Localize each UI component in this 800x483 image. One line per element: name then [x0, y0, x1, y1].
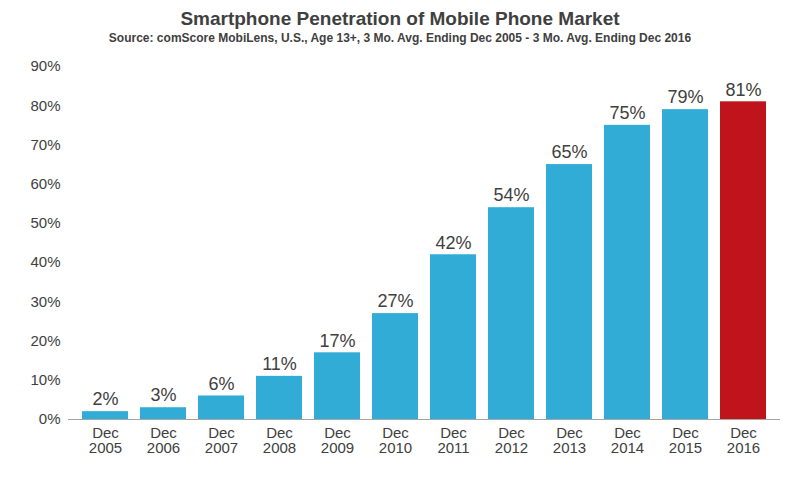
svg-text:42%: 42%: [435, 233, 471, 253]
html-text:Source: comScore MobiLens, U.S: Source: comScore MobiLens, U.S., Age 13+…: [108, 31, 692, 45]
svg-text:Dec2008: Dec2008: [263, 424, 296, 456]
svg-text:Dec2006: Dec2006: [147, 424, 180, 456]
svg-text:40%: 40%: [30, 253, 60, 270]
svg-text:Dec2012: Dec2012: [495, 424, 528, 456]
svg-text:Dec2011: Dec2011: [437, 424, 469, 456]
svg-text:50%: 50%: [30, 214, 60, 231]
svg-text:75%: 75%: [609, 103, 645, 123]
svg-text:17%: 17%: [319, 331, 355, 351]
svg-text:27%: 27%: [377, 291, 413, 311]
svg-text:Dec2010: Dec2010: [379, 424, 412, 456]
html-text:Smartphone Penetration of Mobi: Smartphone Penetration of Mobile Phone M…: [180, 8, 620, 29]
svg-text:70%: 70%: [30, 136, 60, 153]
svg-text:20%: 20%: [30, 332, 60, 349]
svg-text:2%: 2%: [92, 389, 118, 409]
svg-text:0%: 0%: [39, 410, 61, 427]
svg-text:11%: 11%: [262, 354, 297, 374]
svg-text:10%: 10%: [30, 371, 60, 388]
svg-text:Dec2013: Dec2013: [553, 424, 586, 456]
svg-text:Dec2015: Dec2015: [669, 424, 702, 456]
svg-text:Dec2005: Dec2005: [89, 424, 122, 456]
svg-text:90%: 90%: [30, 57, 60, 74]
svg-text:Dec2016: Dec2016: [727, 424, 760, 456]
svg-text:79%: 79%: [667, 87, 703, 107]
svg-text:Dec2009: Dec2009: [321, 424, 354, 456]
svg-text:60%: 60%: [30, 175, 60, 192]
svg-text:65%: 65%: [551, 142, 587, 162]
svg-text:Dec2014: Dec2014: [611, 424, 644, 456]
svg-text:54%: 54%: [493, 185, 529, 205]
svg-text:6%: 6%: [208, 374, 234, 394]
svg-text:3%: 3%: [150, 385, 176, 405]
svg-text:30%: 30%: [30, 293, 60, 310]
svg-text:Dec2007: Dec2007: [205, 424, 238, 456]
svg-text:81%: 81%: [725, 80, 761, 100]
svg-text:80%: 80%: [30, 97, 60, 114]
